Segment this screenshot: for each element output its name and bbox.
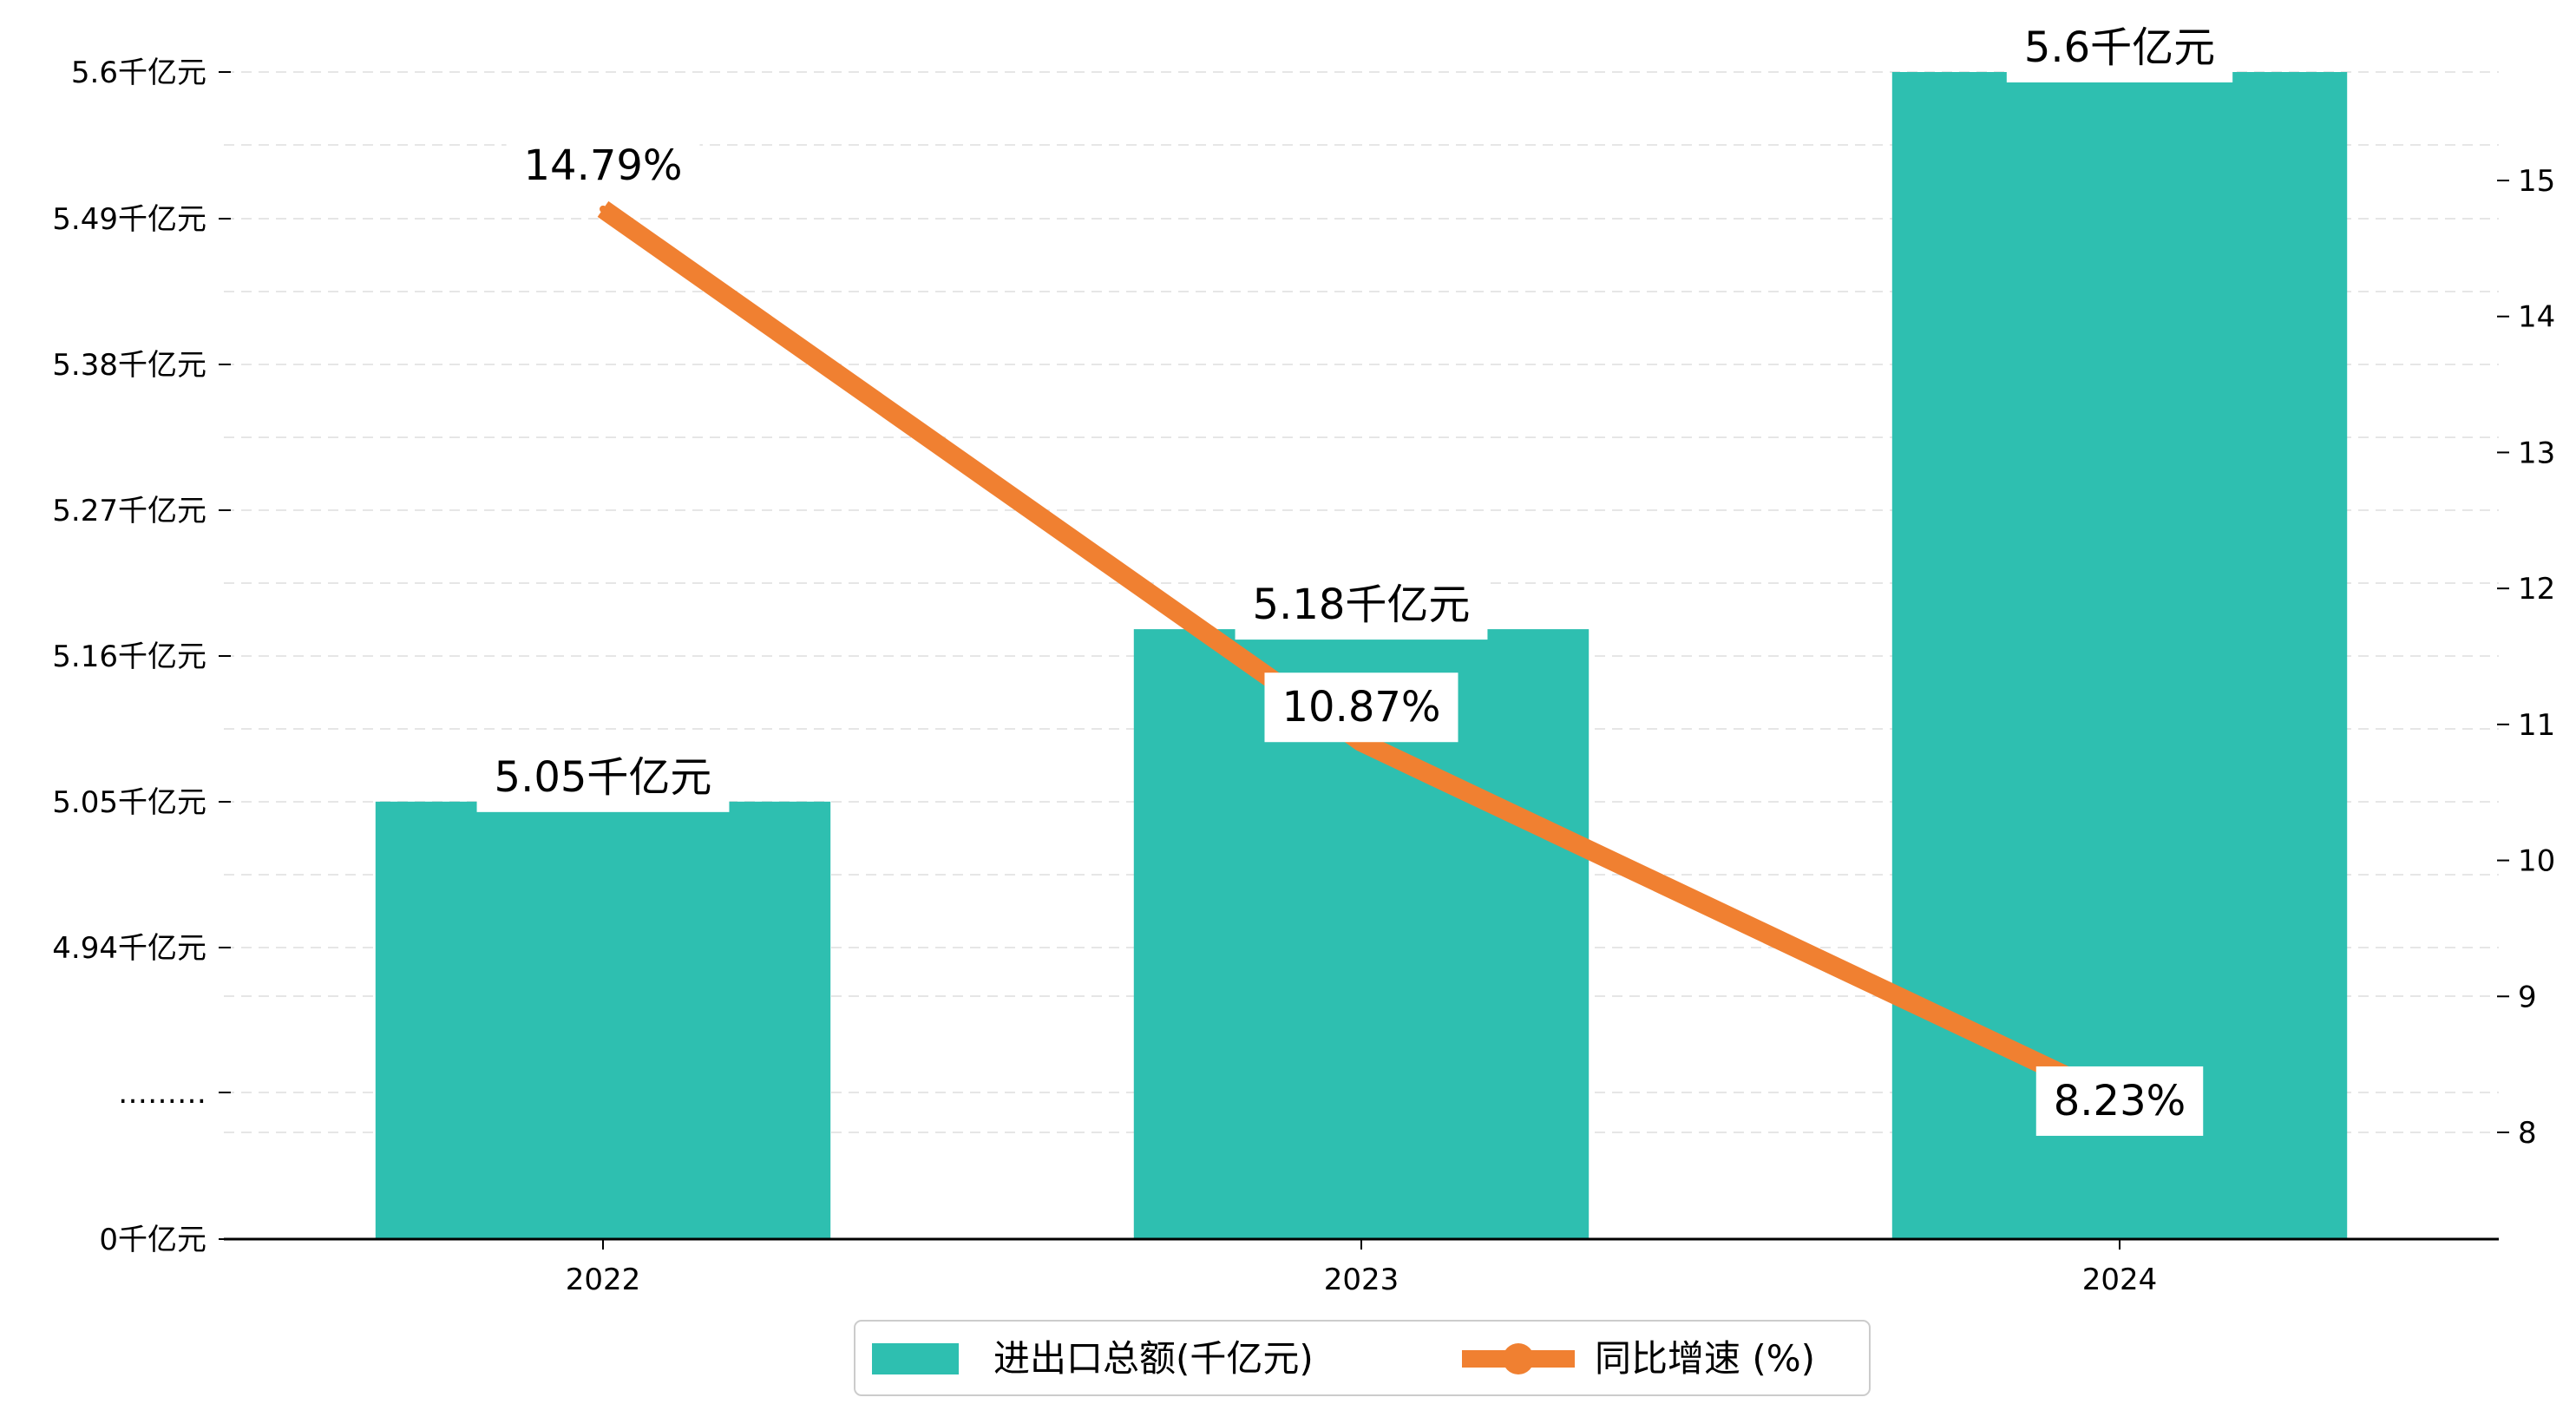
legend-bar-label: 进出口总额(千亿元) bbox=[993, 1337, 1314, 1380]
label-box bbox=[2035, 1066, 2204, 1136]
y-right-tick-label: 14 bbox=[2518, 300, 2555, 335]
data-labels: 5.05千亿元 5.18千亿元 5.6千亿元 14.79% 10.87% 8.23% bbox=[476, 13, 2233, 1136]
x-tick-label: 2024 bbox=[2082, 1263, 2158, 1297]
y-right-tick-label: 9 bbox=[2518, 980, 2537, 1014]
y-left-tick-label: 5.6千亿元 bbox=[71, 56, 206, 90]
bar-2022 bbox=[375, 801, 831, 1239]
y-left-tick-label: 4.94千亿元 bbox=[52, 931, 206, 966]
label-box bbox=[1235, 570, 1488, 640]
label-box bbox=[2006, 13, 2233, 82]
y-right-tick-label: 10 bbox=[2518, 844, 2555, 879]
label-text: 5.6千亿元 bbox=[2024, 23, 2215, 72]
bar-value-label: 5.05千亿元 bbox=[476, 742, 730, 812]
y-left-tick-label: ……… bbox=[118, 1076, 206, 1111]
axes: 2022 2023 2024 0千亿元 ……… 4.94千亿元 5.05千亿元 5.16千亿元… bbox=[52, 56, 2555, 1297]
x-tick-label: 2023 bbox=[1324, 1263, 1399, 1297]
y-right-tick-label: 12 bbox=[2518, 572, 2555, 607]
label-text: 8.23% bbox=[2054, 1077, 2186, 1125]
bar-2024 bbox=[1891, 72, 2348, 1239]
y-left-tick-label: 0千亿元 bbox=[99, 1223, 206, 1257]
y-right-tick-label: 13 bbox=[2518, 436, 2555, 470]
growth-value-label: 14.79% bbox=[506, 130, 700, 200]
label-box bbox=[476, 742, 730, 812]
legend: 进出口总额(千亿元) 同比增速 (%) bbox=[854, 1320, 1871, 1396]
legend-box bbox=[854, 1320, 1871, 1396]
legend-line-label: 同比增速 (%) bbox=[1595, 1337, 1815, 1380]
label-text: 10.87% bbox=[1281, 683, 1440, 731]
y-left-tick-label: 5.16千亿元 bbox=[52, 640, 206, 674]
y-left-tick-label: 5.05千亿元 bbox=[52, 785, 206, 820]
label-text: 5.05千亿元 bbox=[495, 753, 712, 802]
legend-line-marker bbox=[1503, 1343, 1534, 1374]
label-text: 14.79% bbox=[523, 141, 682, 190]
y-left-tick-label: 5.38千亿元 bbox=[52, 348, 206, 383]
label-box bbox=[1264, 672, 1458, 743]
y-right-tick-label: 11 bbox=[2518, 708, 2555, 743]
y-left-tick-label: 5.27千亿元 bbox=[52, 494, 206, 528]
growth-value-label: 10.87% bbox=[1264, 672, 1458, 743]
x-tick-label: 2022 bbox=[566, 1263, 641, 1297]
y-right-tick-label: 15 bbox=[2518, 164, 2555, 199]
legend-bar-swatch bbox=[872, 1343, 959, 1374]
y-left-tick-label: 5.49千亿元 bbox=[52, 202, 206, 237]
y-right-tick-label: 8 bbox=[2518, 1116, 2537, 1151]
label-text: 5.18千亿元 bbox=[1253, 581, 1471, 629]
growth-value-label: 8.23% bbox=[2035, 1066, 2204, 1136]
growth-point-2022 bbox=[600, 205, 606, 213]
label-box bbox=[506, 130, 700, 200]
bar-value-label: 5.18千亿元 bbox=[1235, 570, 1488, 640]
bar-value-label: 5.6千亿元 bbox=[2006, 13, 2233, 82]
